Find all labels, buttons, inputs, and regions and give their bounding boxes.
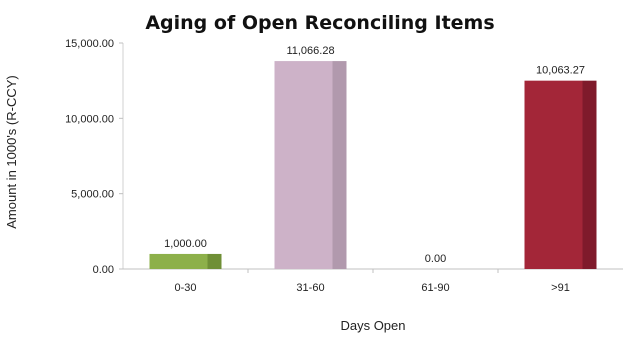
x-tick-label: >91: [551, 282, 570, 294]
y-tick-label: 15,000.00: [65, 38, 114, 50]
bar: [149, 253, 208, 269]
y-tick-label: 0.00: [93, 264, 114, 276]
data-label: 0.00: [425, 253, 446, 265]
bar-side: [207, 253, 222, 269]
x-tick-label: 31-60: [296, 282, 324, 294]
y-tick-label: 5,000.00: [71, 189, 114, 201]
bar: [274, 61, 333, 269]
bar-side: [332, 61, 347, 269]
x-tick-label: 0-30: [174, 282, 196, 294]
data-label: 10,063.27: [536, 65, 585, 77]
x-tick-label: 61-90: [421, 282, 449, 294]
y-tick-label: 10,000.00: [65, 113, 114, 125]
x-axis-title: Days Open: [340, 318, 405, 333]
data-label: 11,066.28: [286, 45, 334, 57]
bar-side: [582, 80, 597, 270]
plot-area: 0.00 5,000.00 10,000.00 15,000.00 1,000.00 0-…: [65, 38, 623, 294]
data-label: 1,000.00: [164, 238, 207, 250]
chart-title: Aging of Open Reconciling Items: [145, 12, 494, 34]
y-axis-title: Amount in 1000's (R-CCY): [4, 75, 19, 228]
bar: [524, 80, 583, 270]
